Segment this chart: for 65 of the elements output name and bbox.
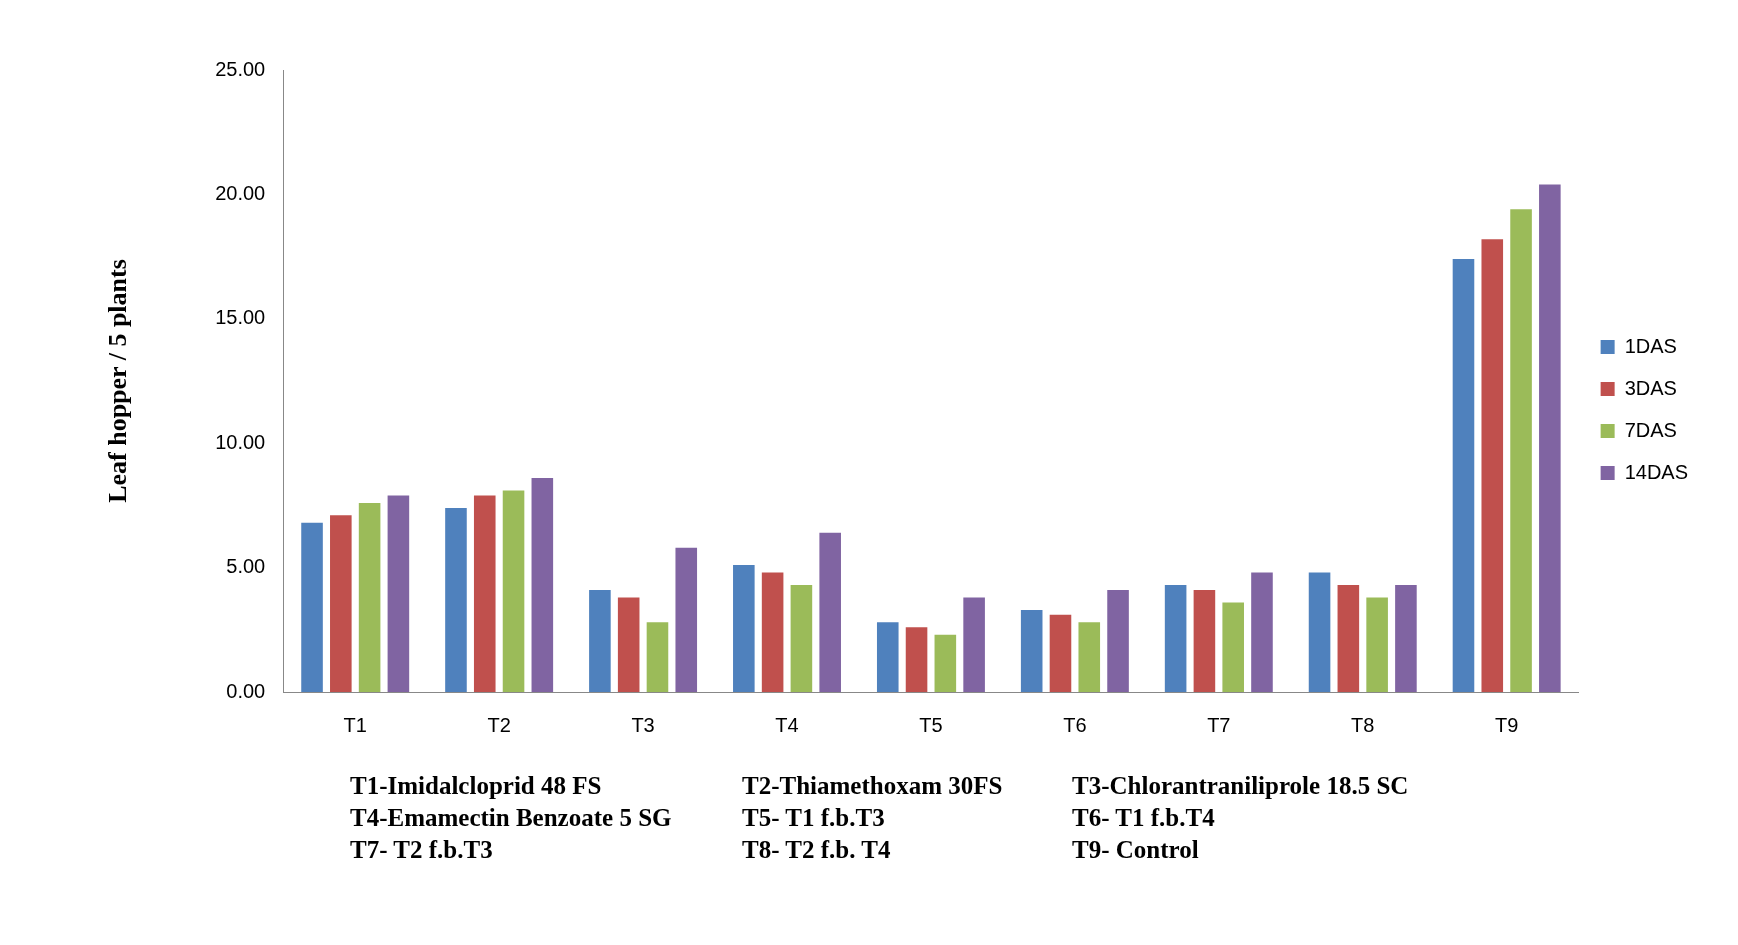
- x-tick-label: T4: [775, 713, 799, 736]
- text: T9- Control: [1072, 836, 1200, 864]
- bar: [790, 585, 813, 692]
- y-tick-label: 10.00: [215, 430, 266, 453]
- bar: [502, 490, 525, 692]
- bar: [876, 622, 899, 692]
- bar: [1107, 589, 1129, 692]
- legend-label: 3DAS: [1624, 376, 1677, 399]
- text: T5- T1 f.b.T3: [742, 804, 886, 832]
- y-axis-title: Leaf hopper / 5 plants: [103, 259, 133, 503]
- text: T3-Chlorantraniliprole 18.5 SC: [1072, 772, 1410, 800]
- x-tick-label: T1: [343, 713, 367, 736]
- bar: [1481, 239, 1504, 692]
- bar: [1337, 585, 1360, 692]
- bar: [1164, 585, 1187, 692]
- bar: [1078, 622, 1101, 692]
- legend-label: 7DAS: [1624, 418, 1677, 441]
- text: T7- T2 f.b.T3: [350, 836, 494, 864]
- bar: [1395, 585, 1417, 692]
- bar: [445, 507, 467, 692]
- bar: [1020, 609, 1043, 692]
- legend-label: 1DAS: [1624, 334, 1677, 357]
- bar: [589, 589, 611, 692]
- bar: [1452, 259, 1475, 692]
- bar: [905, 627, 928, 692]
- text: T6- T1 f.b.T4: [1072, 804, 1216, 832]
- bar: [358, 502, 381, 692]
- x-tick-label: T2: [487, 713, 511, 736]
- bar: [1222, 602, 1244, 692]
- bar: [1539, 184, 1561, 692]
- text: T8- T2 f.b. T4: [742, 836, 892, 864]
- bar: [1510, 209, 1532, 692]
- bar: [761, 572, 784, 692]
- bar: [963, 597, 985, 692]
- bar: [617, 597, 640, 692]
- text: T4-Emamectin Benzoate 5 SG: [350, 804, 673, 832]
- text: T2-Thiamethoxam 30FS: [742, 772, 1004, 800]
- bar: [301, 522, 323, 692]
- bar: [1251, 572, 1273, 692]
- y-tick-label: 25.00: [215, 57, 266, 80]
- bar: [1193, 589, 1216, 692]
- y-tick-label: 20.00: [215, 181, 266, 204]
- bar: [934, 634, 957, 692]
- bar: [531, 478, 554, 692]
- bar: [646, 622, 669, 692]
- bar: [1308, 572, 1331, 692]
- bar: [330, 515, 352, 692]
- x-tick-label: T3: [631, 713, 655, 736]
- legend-label: 14DAS: [1624, 460, 1689, 483]
- x-tick-label: T5: [919, 713, 943, 736]
- bar: [733, 565, 755, 692]
- bar: [473, 495, 496, 692]
- y-tick-label: 5.00: [226, 555, 266, 578]
- bar: [1049, 614, 1072, 692]
- bar: [819, 532, 841, 692]
- text: T1-Imidalcloprid 48 FS: [350, 772, 603, 800]
- x-tick-label: T6: [1063, 713, 1087, 736]
- x-tick-label: T9: [1494, 713, 1519, 736]
- bar: [675, 547, 698, 692]
- x-tick-label: T8: [1351, 713, 1375, 736]
- y-tick-label: 15.00: [215, 306, 266, 329]
- x-tick-label: T7: [1207, 713, 1231, 736]
- y-tick-label: 0.00: [226, 679, 266, 702]
- bar: [1366, 597, 1388, 692]
- bar: [387, 495, 410, 692]
